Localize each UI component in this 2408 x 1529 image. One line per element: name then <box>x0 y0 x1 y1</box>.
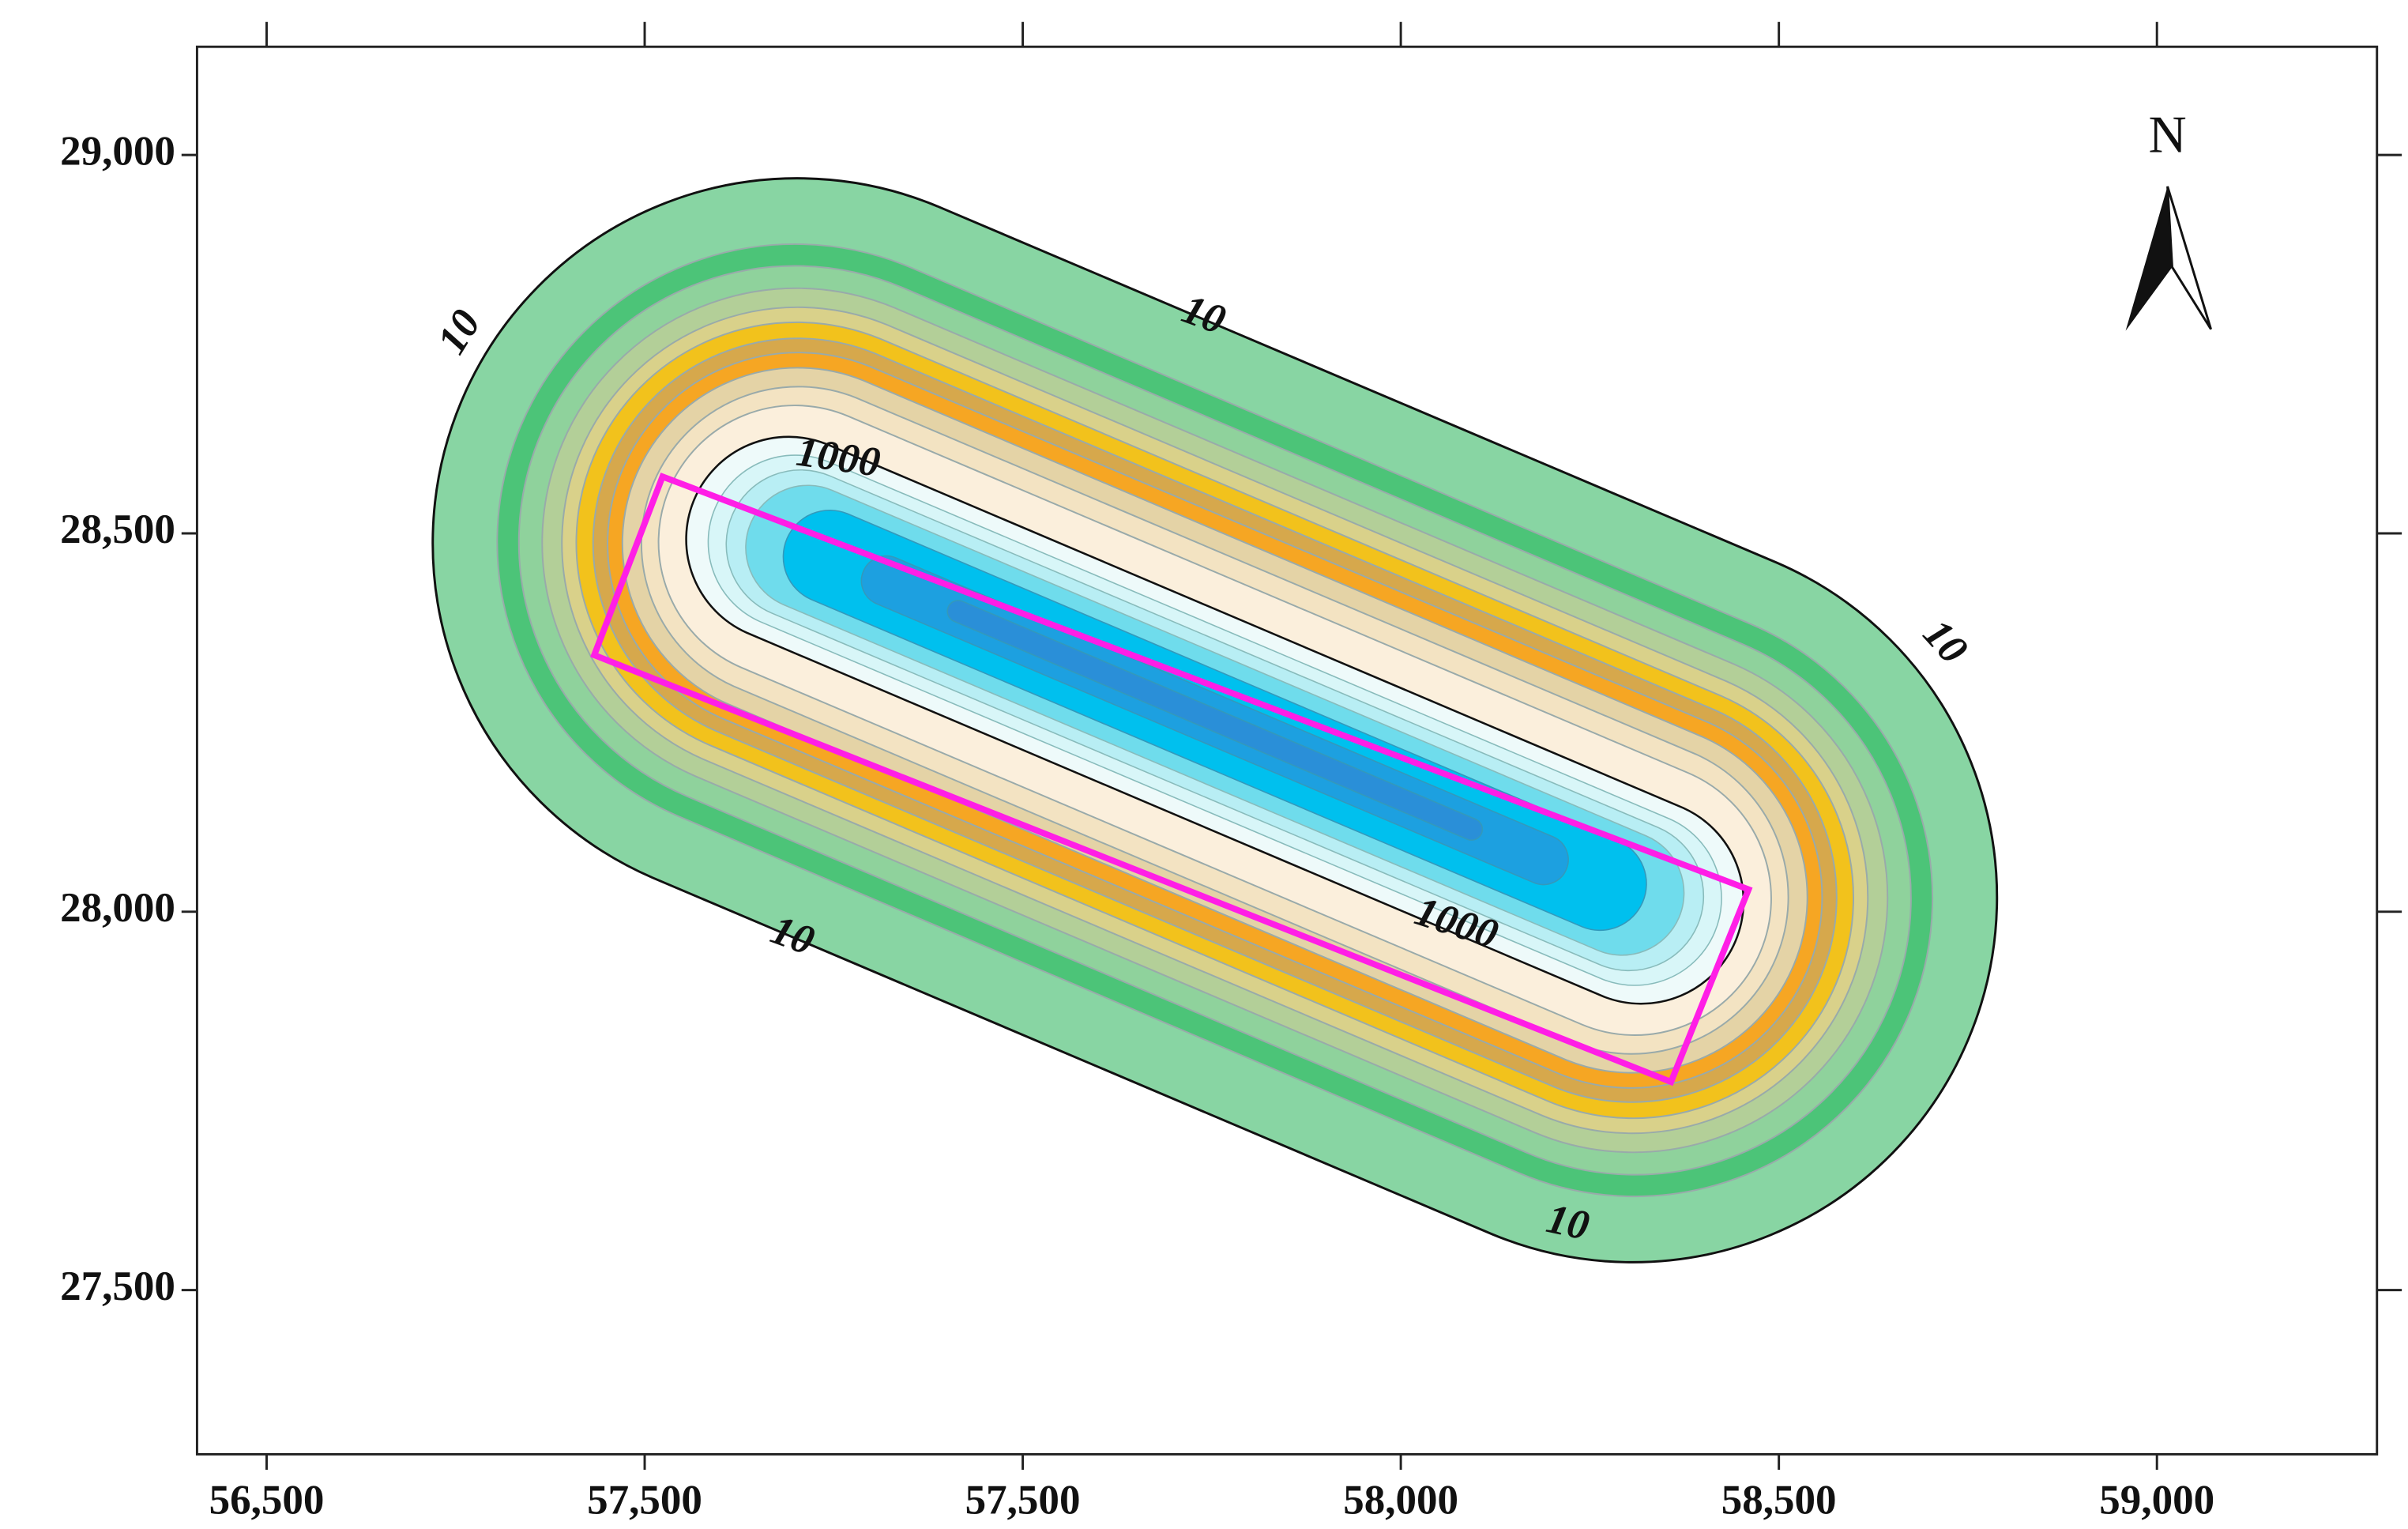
study-area-outline <box>590 473 1753 1086</box>
y-tick-label: 29,000 <box>60 128 175 174</box>
x-tick-label: 59,000 <box>2099 1477 2214 1523</box>
north-arrow: N <box>2125 106 2212 331</box>
north-arrow-left <box>2125 186 2173 331</box>
north-arrow-right <box>2166 186 2212 330</box>
x-tick-label: 57,500 <box>587 1477 702 1523</box>
contour-label: 10 <box>429 302 490 362</box>
y-tick-label: 28,000 <box>60 885 175 931</box>
north-label: N <box>2148 106 2186 164</box>
plot-frame <box>195 45 2379 1456</box>
contour-label: 1000 <box>794 429 883 486</box>
y-tick-label: 27,500 <box>60 1263 175 1309</box>
contour-label: 10 <box>1914 611 1977 672</box>
x-tick-label: 56,500 <box>209 1477 325 1523</box>
contour-label: 10 <box>1543 1196 1593 1249</box>
y-tick-label: 28,500 <box>60 507 175 552</box>
contour-band <box>946 600 1484 841</box>
x-tick-label: 58,000 <box>1343 1477 1458 1523</box>
x-tick-label: 57,500 <box>965 1477 1081 1523</box>
x-tick-label: 58,500 <box>1721 1477 1837 1523</box>
